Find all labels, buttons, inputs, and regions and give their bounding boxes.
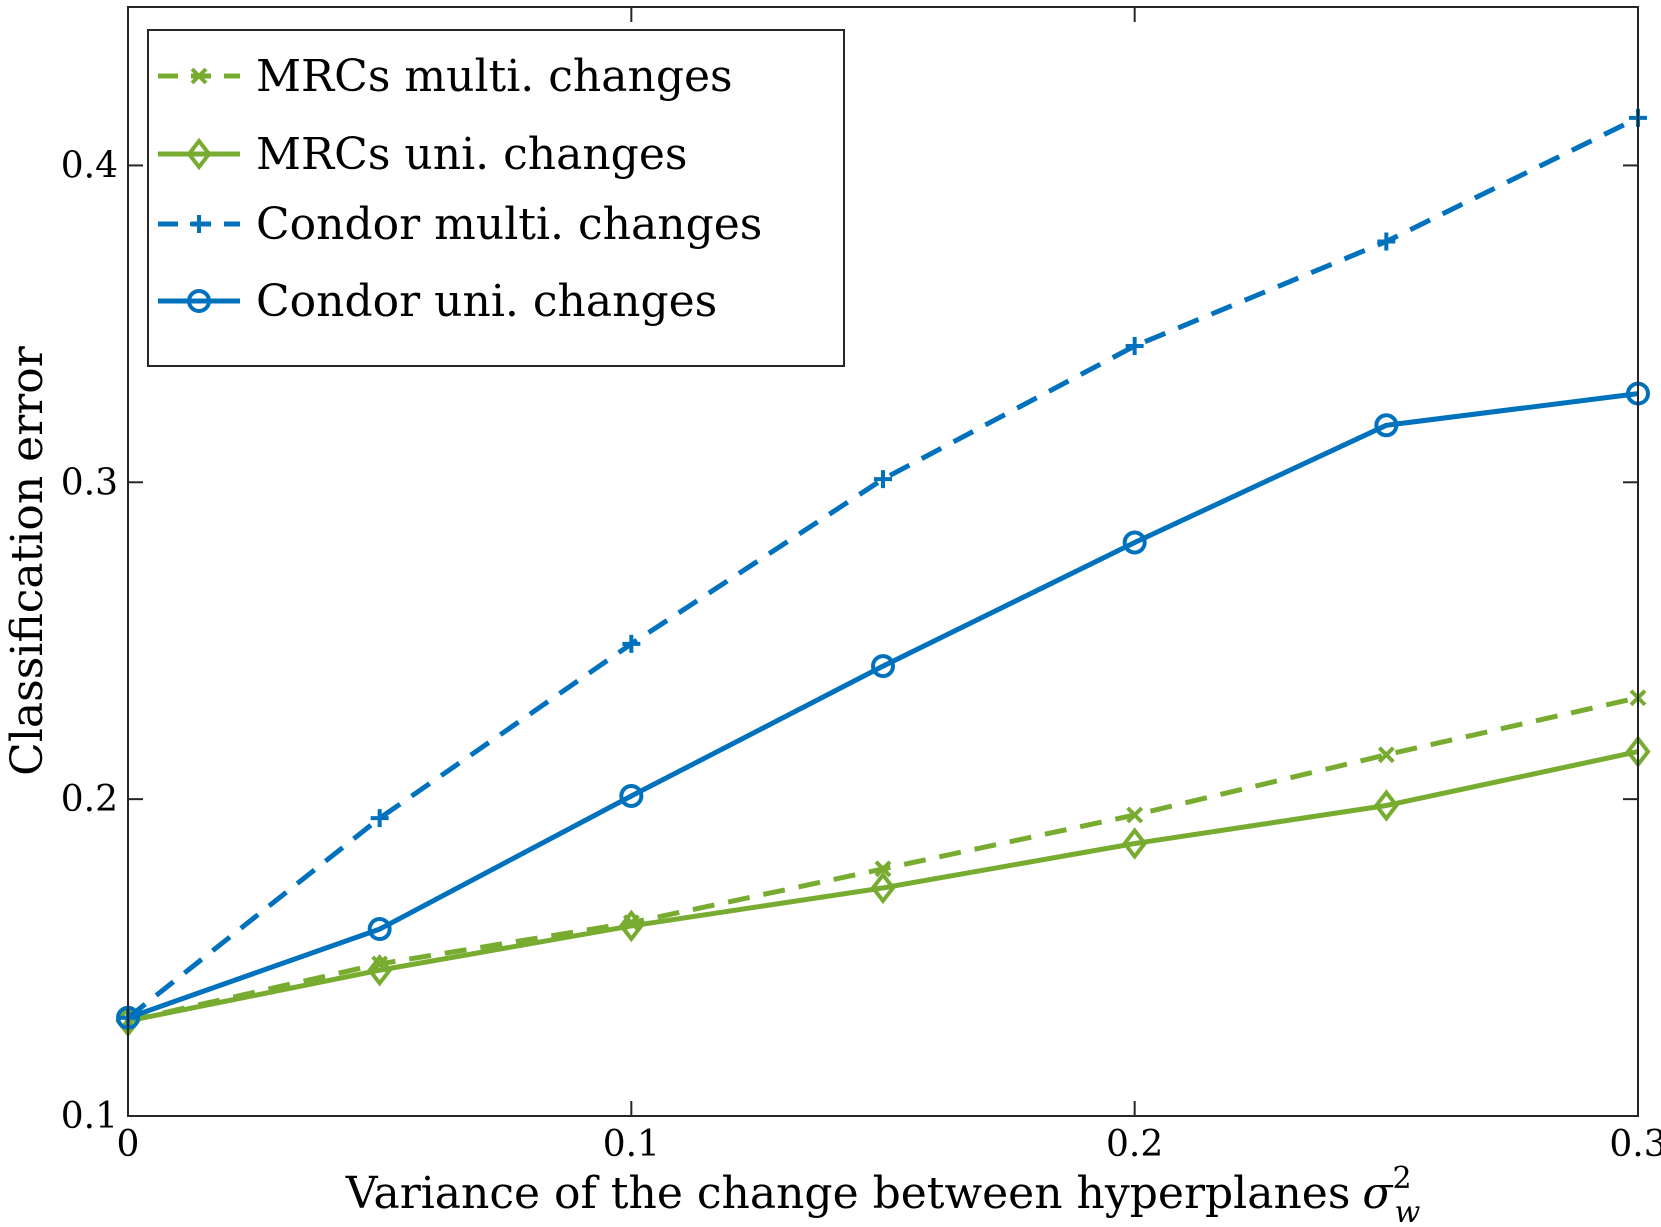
data-point-marker xyxy=(870,871,896,905)
legend-marker xyxy=(186,137,212,171)
legend: MRCs multi. changes MRCs uni. changes Cond… xyxy=(147,29,845,367)
x-axis-title: Variance of the change between hyperplan… xyxy=(345,1161,1421,1227)
x-tick-label: 0.2 xyxy=(1106,1124,1163,1165)
data-point-marker xyxy=(1122,530,1147,555)
data-point-marker xyxy=(622,634,641,653)
legend-entry: MRCs multi. changes xyxy=(158,51,733,102)
legend-marker xyxy=(187,289,211,313)
data-point-marker xyxy=(1373,789,1399,822)
x-axis-title-subscript: w xyxy=(1395,1195,1421,1227)
data-point-marker xyxy=(618,909,644,943)
data-point-marker xyxy=(1125,337,1144,356)
data-point-marker xyxy=(874,470,892,489)
plot-area-frame xyxy=(127,6,1639,1117)
data-point-marker xyxy=(1374,413,1399,438)
y-tick-label: 0.4 xyxy=(61,145,118,186)
series-line xyxy=(127,391,1639,1021)
legend-marker xyxy=(190,215,208,233)
legend-box xyxy=(147,29,845,367)
tick-labels-layer: 0 0.1 0.2 0.30.10.20.30.4 xyxy=(61,145,1661,1165)
data-point-marker xyxy=(367,953,393,987)
series-layer xyxy=(115,108,1651,1038)
x-tick-label: 0.1 xyxy=(603,1124,660,1165)
x-axis-title-text: Variance of the change between hyperplan… xyxy=(345,1168,1351,1219)
series-line xyxy=(127,749,1639,1024)
data-point-marker xyxy=(370,809,389,828)
series-condor-uni-changes xyxy=(116,381,1650,1030)
data-point-marker xyxy=(874,860,892,878)
y-tick-label: 0.1 xyxy=(61,1096,118,1137)
data-point-marker xyxy=(1122,827,1148,860)
legend-label: MRCs uni. changes xyxy=(256,129,687,180)
data-point-marker xyxy=(619,783,644,808)
y-tick-label: 0.3 xyxy=(61,462,118,503)
x-axis-title-symbol: σ xyxy=(1362,1168,1394,1219)
legend-entry: MRCs uni. changes xyxy=(158,129,687,180)
legend-label: MRCs multi. changes xyxy=(256,51,733,102)
legend-entry: Condor multi. changes xyxy=(158,199,762,250)
y-tick-label: 0.2 xyxy=(61,779,118,820)
x-tick-label: 0.3 xyxy=(1609,1124,1661,1165)
legend-label: Condor multi. changes xyxy=(256,199,762,250)
x-tick-label: 0 xyxy=(117,1124,140,1165)
data-point-marker xyxy=(1377,232,1396,251)
series-condor-multi-changes xyxy=(119,108,1647,1027)
ticks-layer xyxy=(127,7,1639,1117)
series-mrcs-uni-changes xyxy=(115,735,1651,1038)
data-point-marker xyxy=(871,654,895,679)
x-axis-title-superscript: 2 xyxy=(1392,1161,1411,1196)
legend-label: Condor uni. changes xyxy=(256,276,717,327)
legend-marker xyxy=(190,67,208,85)
data-point-marker xyxy=(1126,806,1144,824)
data-point-marker xyxy=(1377,746,1395,764)
legend-entry: Condor uni. changes xyxy=(158,276,717,327)
data-point-marker xyxy=(367,917,392,942)
y-axis-title: Classification error xyxy=(2,345,53,776)
